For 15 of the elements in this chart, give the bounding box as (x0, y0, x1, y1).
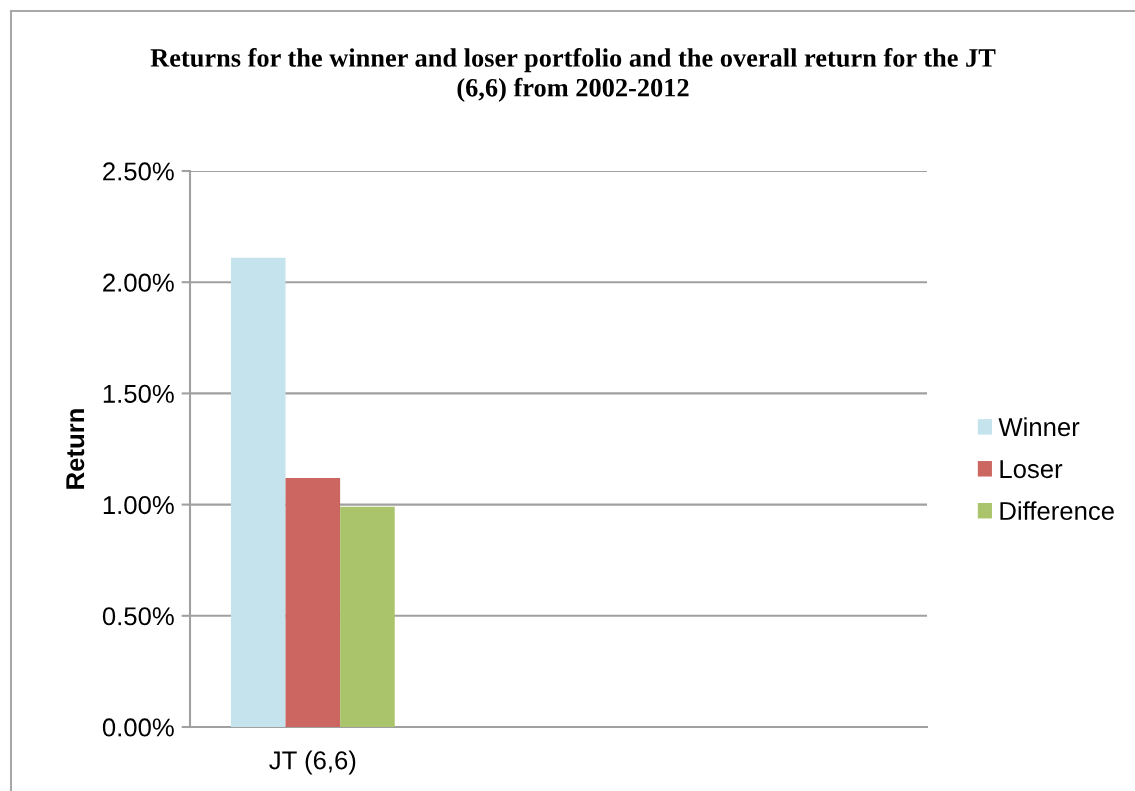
y-tick-label: 2.00% (103, 273, 174, 292)
bar (230, 257, 286, 727)
y-tick-label: 0.50% (102, 607, 174, 626)
legend-label: Loser (1000, 460, 1063, 479)
x-tick-label: JT (6,6) (269, 750, 356, 775)
chart-title: Returns for the winner and loser portfolio and the overall return for the JT (6,6) from 2002-2012 (150, 48, 996, 102)
y-axis-title: Return (66, 409, 85, 489)
y-tick-label: 0.00% (102, 718, 174, 737)
bar (285, 477, 341, 727)
legend-label: Winner (998, 417, 1080, 437)
y-tick-label: 2.50% (103, 162, 174, 181)
y-tick-label: 1.00% (103, 495, 174, 515)
legend-label: Difference (1000, 501, 1114, 521)
y-tick-label: 1.50% (103, 384, 174, 403)
bar (340, 506, 395, 727)
